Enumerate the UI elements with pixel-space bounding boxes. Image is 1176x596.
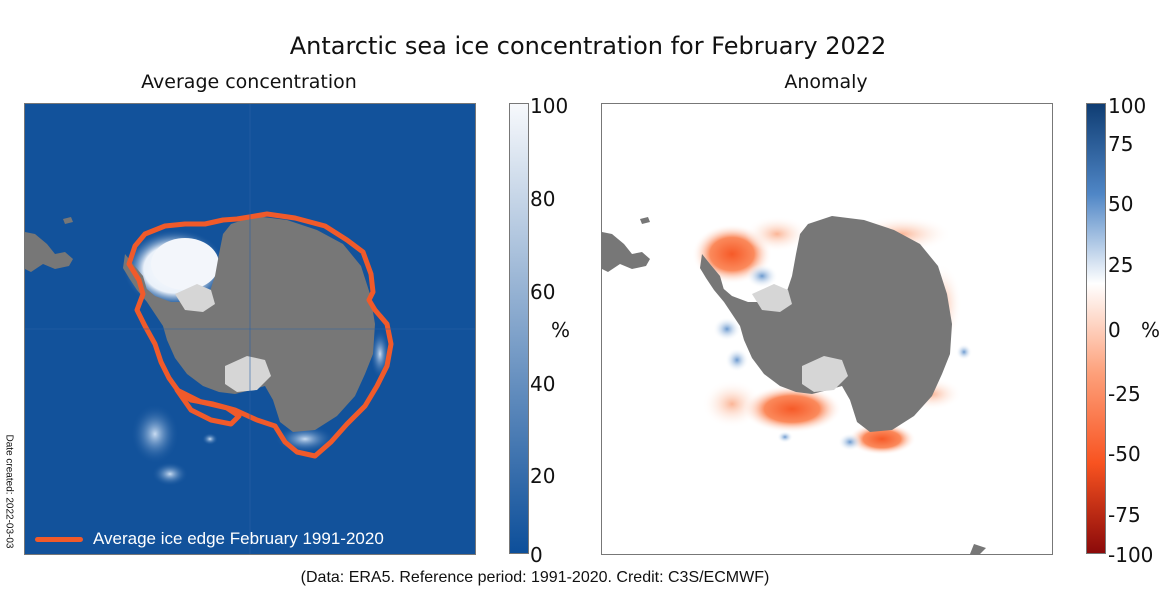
average-ice-edge-contour [126,211,394,459]
colorbar-tick-100: 100 [530,94,569,118]
anomaly-subtitle: Anomaly [784,71,868,93]
east-positive-anomaly [956,344,972,360]
weddell-positive-anomaly [746,264,778,288]
bellingshausen-positive-anomaly-2 [725,348,749,372]
ice-edge-legend-line [35,537,83,542]
anomaly-map [601,103,1053,555]
anomaly-tick-minus-75: -75 [1108,503,1141,527]
anomaly-tick-50: 50 [1108,192,1134,216]
anomaly-colorbar-unit: % [1141,318,1161,342]
antarctica-landmass [700,216,952,432]
anomaly-tick-75: 75 [1108,132,1134,156]
average-concentration-subtitle: Average concentration [141,71,357,93]
antarctica-landmass [123,216,375,432]
anomaly-tick-minus-50: -50 [1108,442,1141,466]
ross-positive-anomaly [838,433,862,451]
amundsen-sea-ice [152,462,188,486]
ice-edge-legend-label: Average ice edge February 1991-2020 [93,529,384,548]
ross-negative-anomaly [848,423,916,455]
ronne-ice-shelf [752,284,792,312]
figure-title: Antarctic sea ice concentration for Febr… [289,32,887,60]
anomaly-tick-25: 25 [1108,253,1134,277]
ross-ice-shelf [225,356,271,392]
average-concentration-map: Average ice edge February 1991-2020 [24,103,476,555]
date-created-label: Date created: 2022-03-03 [3,434,15,549]
offshore-ice-patch [202,433,218,445]
south-america-landmass [602,232,650,272]
anomaly-tick-minus-100: -100 [1108,543,1154,567]
colorbar-tick-20: 20 [530,464,556,488]
ross-ice-shelf [802,356,848,392]
anomaly-tick-0: 0 [1108,318,1121,342]
anomaly-colorbar [1086,103,1106,554]
weddell-negative-anomaly-2 [745,216,809,252]
ronne-ice-shelf [175,284,215,312]
south-america-landmass [25,232,73,272]
colorbar-tick-40: 40 [530,372,556,396]
anomaly-tick-minus-25: -25 [1108,382,1141,406]
anomaly-tick-100: 100 [1108,94,1147,118]
colorbar-tick-0: 0 [530,543,543,567]
bellingshausen-positive-anomaly [713,317,741,341]
antarctic-peninsula [700,254,724,290]
falkland-islands [640,217,650,224]
weddell-sea-ice-inner [151,238,219,290]
data-credit-footer: (Data: ERA5. Reference period: 1991-2020… [300,569,770,586]
amundsen-negative-anomaly [742,385,842,433]
small-island [970,544,986,554]
offshore-positive-anomaly [777,431,793,443]
bellingshausen-sea-ice [131,404,179,464]
colorbar-tick-80: 80 [530,187,556,211]
colorbar-unit: % [551,318,571,342]
ice-edge-bulge [174,387,242,427]
falkland-islands [63,217,73,224]
concentration-colorbar [509,103,529,554]
colorbar-tick-60: 60 [530,280,556,304]
